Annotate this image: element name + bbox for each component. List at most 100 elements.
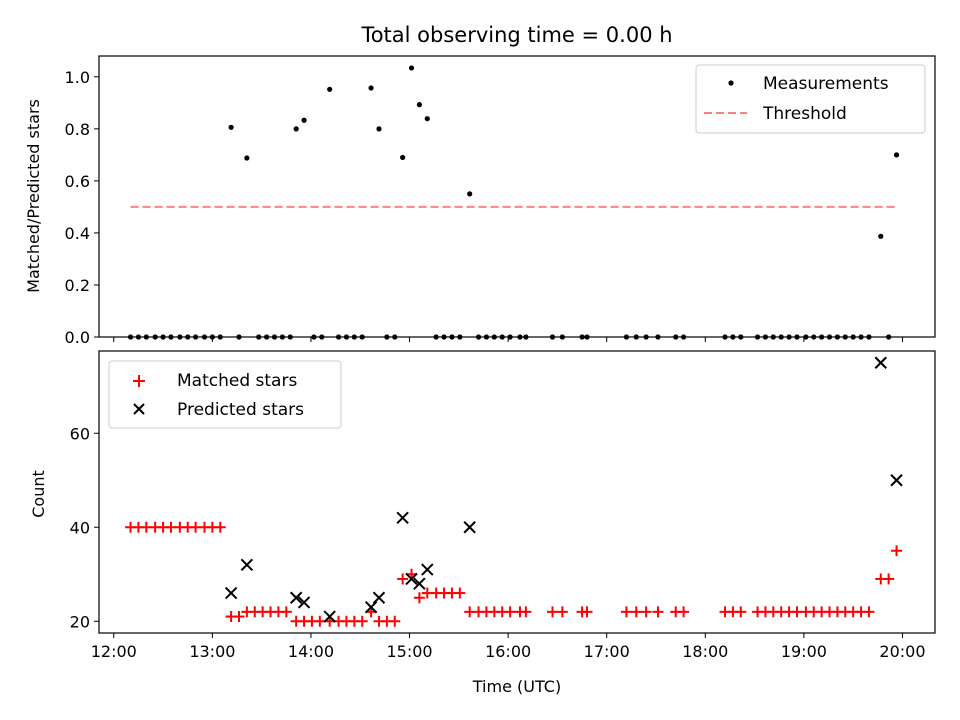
measurements-point: [376, 126, 382, 132]
legend-label-measurements: Measurements: [763, 74, 889, 94]
x-tick-label: 13:00: [189, 642, 235, 661]
measurements-point: [343, 334, 350, 340]
measurements-point: [400, 154, 406, 161]
predicted-stars-point: [874, 356, 887, 369]
measurements-point: [475, 334, 482, 340]
y-tick-label: 60: [70, 424, 90, 443]
y-tick-label: 40: [70, 518, 90, 537]
matched-stars-point: [863, 606, 875, 618]
x-tick-label: 15:00: [386, 642, 432, 661]
y-tick-label: 0.4: [65, 224, 90, 243]
measurements-point: [263, 334, 270, 340]
measurements-point: [819, 334, 825, 340]
figure-title: Total observing time = 0.00 h: [360, 23, 672, 47]
top-legend-box: [695, 64, 926, 134]
measurements-point: [826, 334, 833, 340]
predicted-stars-point: [463, 521, 476, 534]
measurements-point: [457, 334, 463, 340]
top-legend: Measurements Threshold: [695, 64, 926, 134]
matched-stars-point: [652, 606, 664, 618]
measurements-point: [177, 334, 183, 340]
measurements-point: [327, 86, 333, 92]
top-panel: Matched/Predicted stars 0.0 0.2 0.4 0.6 0.8 1…: [24, 55, 936, 347]
y-tick-label: 1.0: [65, 68, 90, 87]
predicted-stars-point: [372, 591, 386, 604]
predicted-stars-point: [240, 558, 254, 572]
measurements-point: [152, 334, 158, 340]
measurements-point: [762, 334, 769, 340]
measurements-point: [633, 334, 639, 340]
top-y-ticks: 0.0 0.2 0.4 0.6 0.8 1.0: [65, 68, 99, 347]
measurements-point: [842, 334, 848, 340]
measurements-point: [483, 334, 490, 340]
measurements-point: [584, 334, 590, 340]
measurements-point: [193, 334, 199, 340]
measurements-point: [834, 334, 841, 340]
measurements-point: [559, 334, 565, 340]
measurements-point: [811, 334, 817, 340]
predicted-stars-point: [364, 600, 378, 614]
y-tick-label: 0.2: [65, 276, 90, 295]
matched-stars-point: [883, 573, 895, 585]
measurements-point: [643, 334, 649, 340]
measurements-point: [160, 334, 166, 340]
measurements-point: [770, 334, 776, 340]
bottom-legend: Matched stars Predicted stars: [108, 360, 342, 429]
measurements-point: [279, 334, 285, 340]
predicted-stars-point: [421, 563, 434, 576]
measurements-point: [722, 334, 728, 340]
measurements-point: [256, 334, 262, 340]
measurements-point: [217, 334, 223, 340]
measurements-point: [244, 155, 250, 161]
measurements-point: [681, 334, 687, 340]
predicted-stars-point: [297, 596, 311, 609]
measurements-point: [311, 334, 317, 340]
measurements-point: [655, 334, 661, 340]
measurements-point: [794, 334, 800, 340]
measurements-point: [392, 334, 398, 340]
matched-stars-point: [630, 606, 642, 618]
matched-stars-point: [735, 606, 747, 618]
measurements-point: [858, 334, 864, 340]
measurements-point: [491, 334, 497, 340]
matched-stars-point: [678, 606, 690, 618]
measurements-point: [135, 334, 142, 340]
measurements-point: [467, 191, 473, 197]
measurements-point: [209, 334, 215, 340]
x-tick-label: 12:00: [91, 642, 137, 661]
measurements-point: [201, 334, 208, 340]
measurements-point: [384, 334, 390, 340]
bottom-x-ticks: 12:00 13:00 14:00 15:00 16:00 17:00 18:00 19:00…: [91, 633, 926, 661]
x-tick-label: 16:00: [485, 642, 531, 661]
matched-stars-point: [581, 606, 593, 618]
bottom-y-axis-label: Count: [29, 470, 48, 518]
measurements-point: [850, 334, 856, 340]
measurements-point: [335, 334, 342, 340]
matched-stars-point: [214, 521, 226, 533]
measurements-point: [886, 334, 892, 340]
predicted-stars-point: [396, 511, 409, 525]
bottom-axes-frame: [98, 350, 936, 634]
measurements-point: [517, 334, 523, 340]
top-y-axis-label: Matched/Predicted stars: [24, 99, 43, 293]
predicted-stars-point: [323, 610, 336, 623]
bottom-legend-box: [108, 360, 342, 429]
bottom-plot-marks: [125, 356, 903, 627]
measurements-point: [730, 334, 736, 340]
x-tick-label: 20:00: [879, 642, 925, 661]
measurements-point: [878, 233, 884, 239]
legend-marker-matched-stars: [133, 375, 145, 387]
measurements-point: [301, 117, 307, 123]
matched-stars-point: [314, 615, 326, 627]
matched-stars-point: [356, 615, 368, 627]
measurements-point: [228, 124, 234, 130]
legend-label-predicted-stars: Predicted stars: [177, 400, 304, 420]
y-tick-label: 0.8: [65, 120, 90, 139]
bottom-y-ticks: 20 40 60: [70, 424, 99, 631]
measurements-point: [236, 334, 242, 340]
x-tick-label: 14:00: [288, 642, 334, 661]
predicted-stars-point: [413, 577, 426, 590]
measurements-point: [441, 334, 447, 340]
measurements-point: [287, 334, 293, 340]
